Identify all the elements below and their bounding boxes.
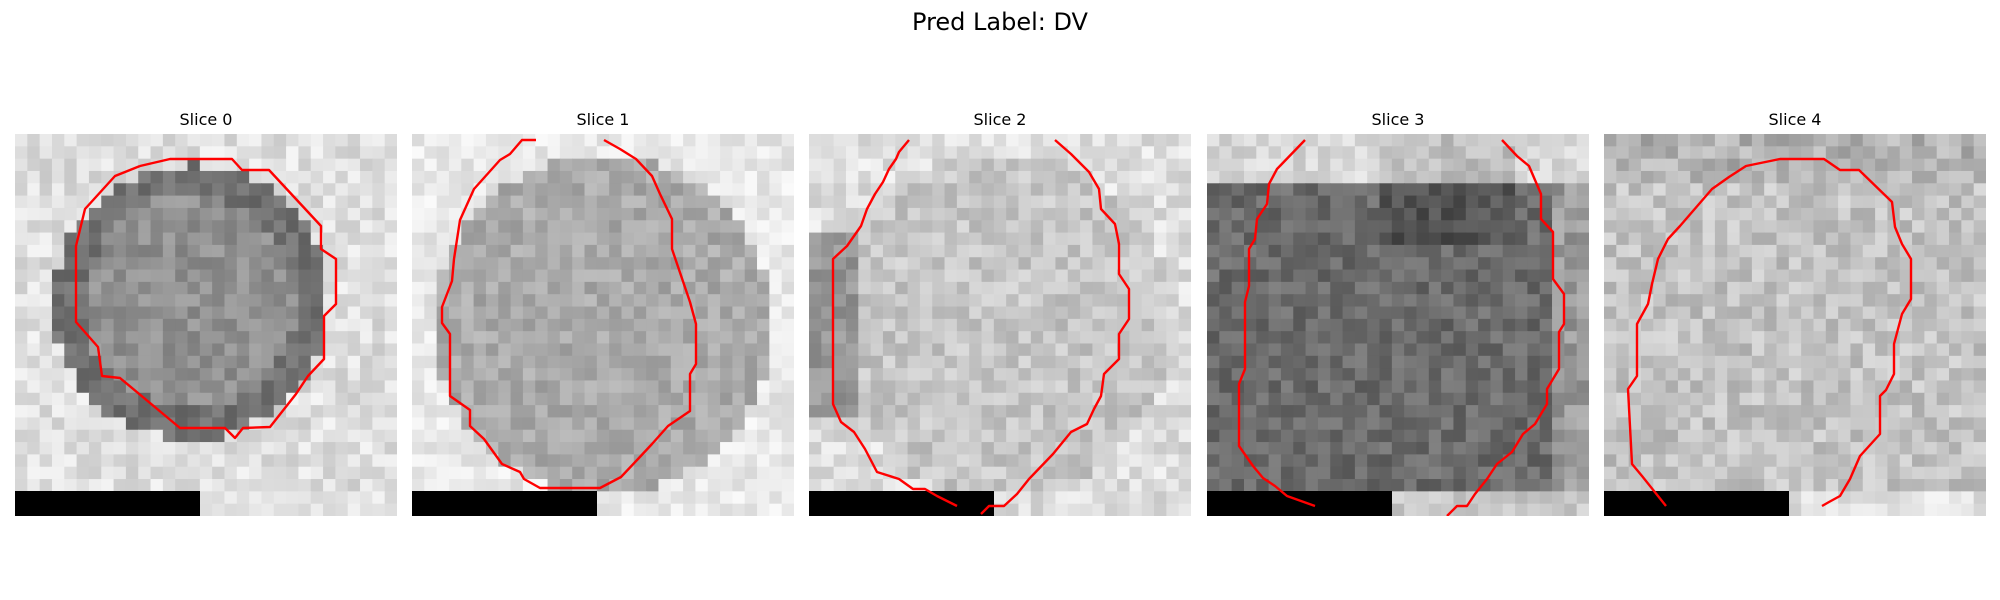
segmentation-contour <box>980 139 1131 515</box>
slice-title: Slice 3 <box>1371 110 1425 129</box>
slice-title: Slice 0 <box>179 110 233 129</box>
scale-bar <box>809 491 994 516</box>
slice-image <box>1207 134 1589 516</box>
slice-title: Slice 4 <box>1768 110 1822 129</box>
slice-title: Slice 2 <box>973 110 1027 129</box>
slice-image <box>15 134 397 516</box>
slice-title: Slice 1 <box>576 110 630 129</box>
scale-bar <box>1207 491 1392 516</box>
pixel-grid <box>1207 134 1589 516</box>
slice-panel-3: Slice 3 <box>1207 104 1589 516</box>
segmentation-contour <box>74 157 338 440</box>
slice-panel-0: Slice 0 <box>15 104 397 516</box>
slice-panel-4: Slice 4 <box>1604 104 1986 516</box>
segmentation-contour <box>1237 139 1316 508</box>
segmentation-contour <box>1446 139 1566 516</box>
pixel-grid <box>412 134 794 516</box>
segmentation-contour <box>831 139 958 508</box>
slice-image <box>412 134 794 516</box>
scale-bar <box>1604 491 1789 516</box>
slice-panel-1: Slice 1 <box>412 104 794 516</box>
slice-panel-2: Slice 2 <box>809 104 1191 516</box>
scale-bar <box>412 491 597 516</box>
pixel-grid <box>1604 134 1986 516</box>
scale-bar <box>15 491 200 516</box>
pixel-grid <box>15 134 397 516</box>
slice-image <box>809 134 1191 516</box>
segmentation-contour <box>1626 157 1913 508</box>
figure-title: Pred Label: DV <box>912 8 1088 36</box>
segmentation-contour <box>440 138 698 490</box>
pixel-grid <box>809 134 1191 516</box>
slice-image <box>1604 134 1986 516</box>
